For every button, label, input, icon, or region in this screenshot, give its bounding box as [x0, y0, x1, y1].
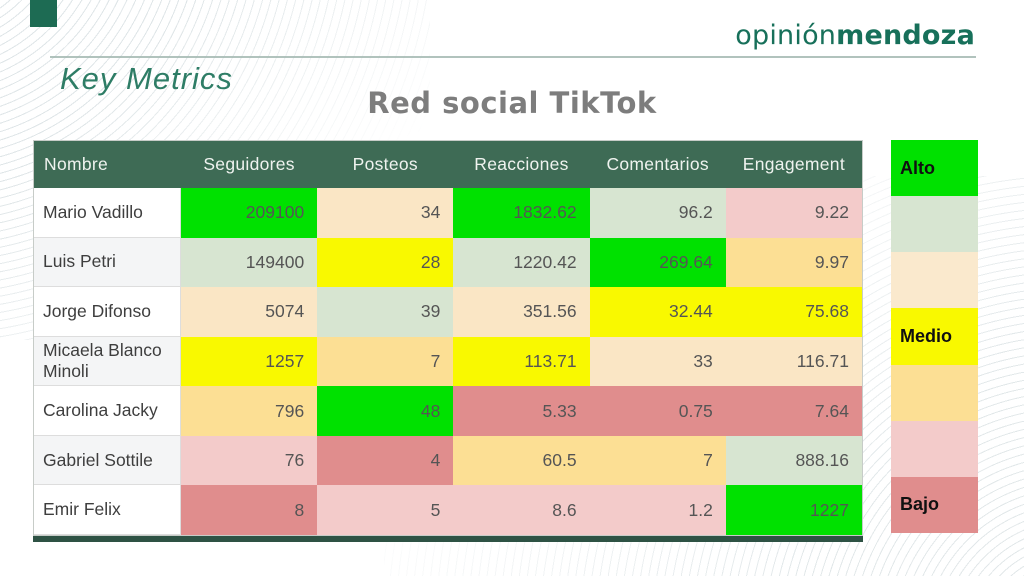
legend-band-medio: Medio: [891, 308, 978, 365]
row-name: Jorge Difonso: [34, 287, 181, 337]
metric-cell: 1257: [181, 336, 318, 387]
metric-cell: 5074: [181, 287, 318, 337]
metric-cell: 149400: [181, 237, 318, 288]
metric-cell: 48: [317, 386, 454, 436]
column-header-nombre: Nombre: [34, 141, 181, 188]
legend-band: [891, 364, 978, 421]
metric-cell: 33: [589, 336, 726, 387]
legend-band-alto: Alto: [891, 140, 978, 197]
metric-cell: 1832.62: [453, 188, 590, 238]
metric-cell: 113.71: [453, 336, 590, 387]
legend-band-bajo: Bajo: [891, 476, 978, 533]
row-name: Carolina Jacky: [34, 386, 181, 436]
column-header-reacciones: Reacciones: [453, 141, 590, 188]
column-header-engagement: Engagement: [725, 141, 862, 188]
column-header-comentarios: Comentarios: [589, 141, 726, 188]
row-name: Gabriel Sottile: [34, 435, 181, 486]
metric-cell: 1227: [725, 485, 862, 535]
metric-cell: 9.97: [725, 237, 862, 288]
metric-cell: 8: [181, 485, 318, 535]
metric-cell: 34: [317, 188, 454, 238]
metric-cell: 796: [181, 386, 318, 436]
table-title: Red social TikTok: [367, 86, 657, 120]
section-title: Key Metrics: [60, 61, 233, 96]
metric-cell: 888.16: [725, 435, 862, 486]
row-name: Mario Vadillo: [34, 188, 181, 238]
metrics-table: Nombre Seguidores Posteos Reacciones Comenta…: [33, 140, 863, 536]
column-header-posteos: Posteos: [317, 141, 454, 188]
metric-cell: 7.64: [725, 386, 862, 436]
legend-band: [891, 252, 978, 309]
metric-cell: 7: [317, 336, 454, 387]
metric-cell: 75.68: [725, 287, 862, 337]
metric-cell: 39: [317, 287, 454, 337]
metric-cell: 116.71: [725, 336, 862, 387]
metric-cell: 5.33: [453, 386, 590, 436]
logo-text-bold: mendoza: [836, 20, 975, 51]
metric-cell: 351.56: [453, 287, 590, 337]
row-name: Micaela Blanco Minoli: [34, 336, 181, 387]
metric-cell: 60.5: [453, 435, 590, 486]
column-header-seguidores: Seguidores: [181, 141, 318, 188]
row-name: Emir Felix: [34, 485, 181, 535]
legend-band: [891, 196, 978, 253]
metric-cell: 1.2: [589, 485, 726, 535]
row-name: Luis Petri: [34, 237, 181, 288]
metric-cell: 7: [589, 435, 726, 486]
metric-cell: 8.6: [453, 485, 590, 535]
heatmap-legend: Alto Medio Bajo: [891, 140, 978, 533]
metric-cell: 96.2: [589, 188, 726, 238]
metric-cell: 9.22: [725, 188, 862, 238]
brand-corner-square: [30, 0, 57, 27]
brand-logo: opiniónmendoza: [735, 20, 975, 51]
metric-cell: 269.64: [589, 237, 726, 288]
table-bottom-bar: [33, 536, 863, 542]
metric-cell: 76: [181, 435, 318, 486]
metric-cell: 28: [317, 237, 454, 288]
logo-text-regular: opinión: [735, 20, 837, 51]
metric-cell: 5: [317, 485, 454, 535]
metric-cell: 1220.42: [453, 237, 590, 288]
metric-cell: 4: [317, 435, 454, 486]
metric-cell: 0.75: [589, 386, 726, 436]
legend-band: [891, 420, 978, 477]
metric-cell: 209100: [181, 188, 318, 238]
metric-cell: 32.44: [589, 287, 726, 337]
header-divider: [50, 56, 976, 58]
